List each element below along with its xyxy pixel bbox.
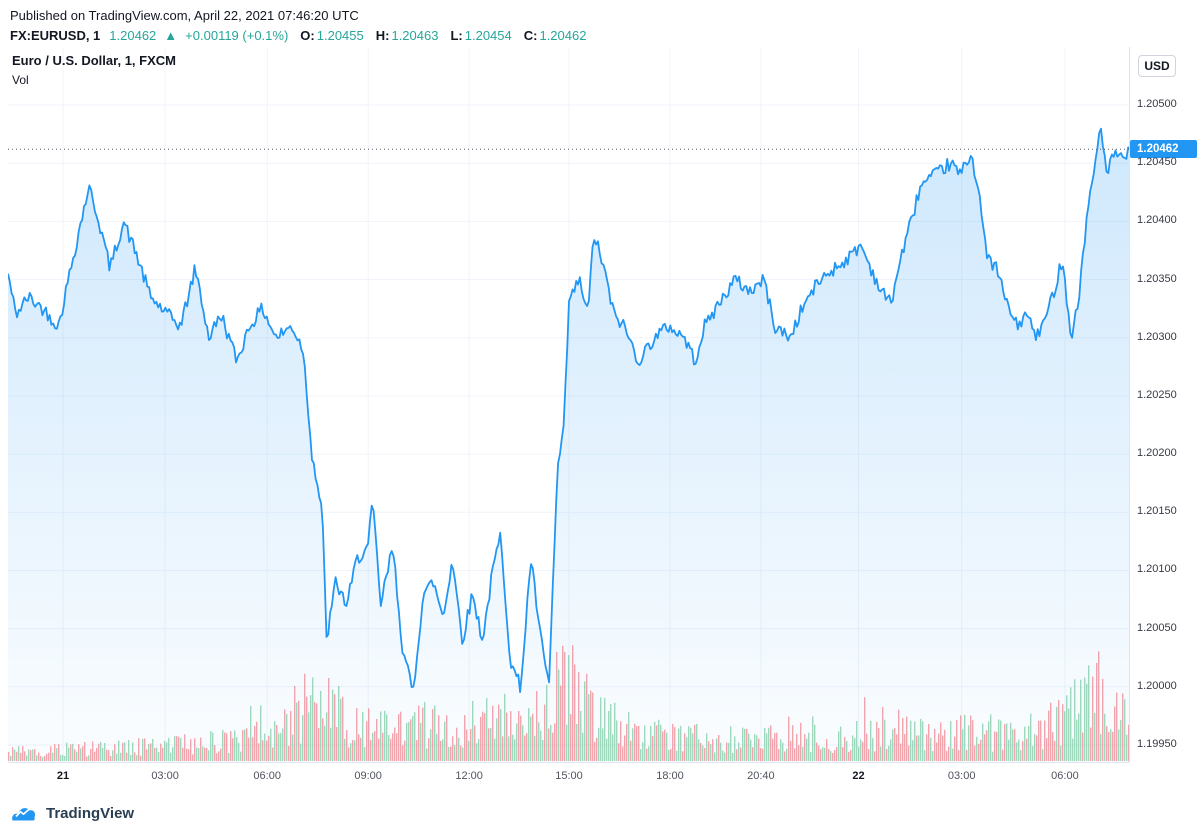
symbol-link[interactable]: FX:EURUSD, 1	[10, 28, 101, 43]
time-tick-label: 06:00	[253, 770, 281, 782]
published-bar: Published on TradingView.com, April 22, …	[0, 0, 1200, 25]
low-value: L: 1.20454	[450, 28, 512, 43]
published-text: Published on TradingView.com, April 22, …	[10, 8, 359, 23]
time-tick-label: 21	[56, 770, 70, 782]
price-tick-label: 1.20400	[1137, 214, 1177, 227]
price-tick-label: 1.20050	[1137, 621, 1177, 634]
price-axis[interactable]: USD 1.20462 1.20500 1.20450 1.20400 1.20350…	[1129, 47, 1200, 763]
high-value: H: 1.20463	[375, 28, 439, 43]
time-tick-label: 06:00	[1051, 770, 1079, 782]
price-tick-label: 1.20000	[1137, 679, 1177, 692]
price-change: +0.00119 (+0.1%)	[185, 28, 289, 43]
price-tick-label: 1.20500	[1137, 98, 1177, 110]
time-tick-label: 15:00	[555, 770, 583, 782]
time-tick-label: 20:40	[747, 770, 775, 782]
tradingview-logo-icon[interactable]	[10, 801, 37, 825]
last-price-value: 1.20462	[109, 28, 157, 43]
last-price-tag: 1.20462	[1130, 140, 1197, 159]
price-tick-label: 1.20350	[1137, 272, 1177, 285]
close-value: C: 1.20462	[523, 28, 587, 43]
price-tick-label: 1.20450	[1137, 156, 1177, 169]
time-tick-label: 03:00	[947, 770, 976, 782]
chart-title: Euro / U.S. Dollar, 1, FXCM	[12, 53, 176, 68]
symbol-info-bar: FX:EURUSD, 1 1.20462 ▲ +0.00119 (+0.1%) …	[0, 25, 1200, 43]
time-axis[interactable]: 21 03:00 06:00 09:00 12:00 15:00 18:00 20:40 22 0…	[8, 762, 1130, 789]
time-tick-label: 12:00	[455, 770, 483, 782]
time-tick-label: 22	[852, 770, 865, 782]
tradingview-brand[interactable]: TradingView	[46, 804, 135, 822]
price-tick-label: 1.19950	[1137, 738, 1177, 750]
currency-toggle-button[interactable]: USD	[1138, 55, 1176, 77]
price-tick-label: 1.20150	[1137, 505, 1177, 518]
time-tick-label: 09:00	[354, 770, 382, 782]
chart: Euro / U.S. Dollar, 1, FXCM Vol USD 1.20…	[0, 47, 1200, 789]
plot-area[interactable]: Euro / U.S. Dollar, 1, FXCM Vol	[8, 47, 1130, 763]
open-value: O: 1.20455	[300, 28, 364, 43]
price-tick-label: 1.20250	[1137, 388, 1177, 401]
footer: TradingView	[0, 789, 1200, 837]
price-chart-svg	[8, 47, 1130, 763]
time-tick-label: 03:00	[151, 770, 179, 782]
volume-indicator-label[interactable]: Vol	[12, 73, 29, 87]
price-tick-label: 1.20300	[1137, 330, 1177, 343]
time-tick-label: 18:00	[656, 770, 684, 782]
chart-legend: Euro / U.S. Dollar, 1, FXCM Vol	[12, 53, 176, 87]
price-tick-label: 1.20100	[1137, 563, 1177, 576]
up-arrow-icon: ▲	[164, 28, 178, 43]
price-tick-label: 1.20200	[1137, 447, 1177, 460]
